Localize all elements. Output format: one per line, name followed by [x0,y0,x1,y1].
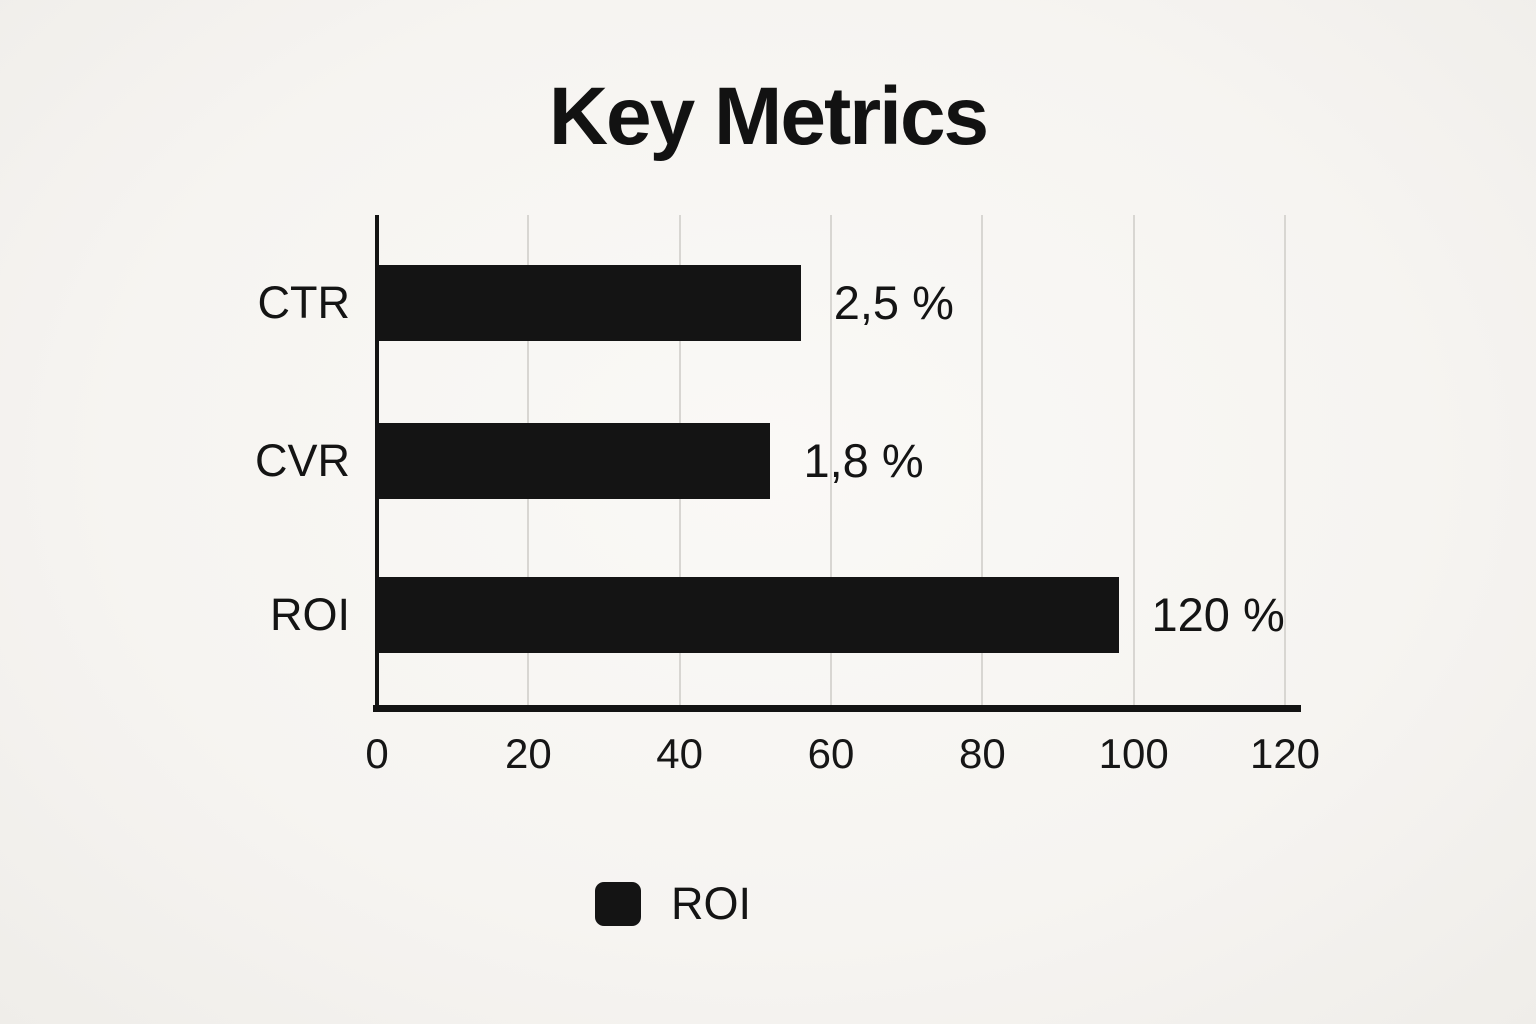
bar-ctr [377,265,801,341]
value-label-cvr: 1,8 % [803,434,924,487]
legend-label-roi: ROI [670,878,751,929]
x-tick-label-80: 80 [958,730,1006,777]
gridline-60 [830,215,832,705]
legend: ROI [0,878,1441,930]
category-label-roi: ROI [269,589,350,640]
plot-area: CTR 2,5 % CVR 1,8 % ROI 120 % 0 20 40 60 80 100 120 [255,215,1320,777]
value-label-ctr: 2,5 % [833,276,954,329]
bar-cvr [377,423,771,499]
x-tick-label-0: 0 [365,730,389,777]
gridline-100 [1132,215,1135,705]
category-label-cvr: CVR [254,435,350,486]
category-label-ctr: CTR [257,277,350,328]
x-tick-label-60: 60 [807,730,855,777]
gridline-120 [1284,215,1286,705]
bar-roi [377,577,1119,653]
x-tick-label-40: 40 [656,730,704,777]
legend-swatch-roi [594,882,641,926]
gridline-80 [981,215,984,705]
chart-title: Key Metrics [548,71,989,162]
value-label-roi: 120 % [1151,588,1285,641]
x-tick-label-100: 100 [1098,730,1169,777]
x-tick-label-120: 120 [1249,730,1321,777]
x-axis-line [373,705,1301,712]
x-tick-label-20: 20 [504,730,552,777]
